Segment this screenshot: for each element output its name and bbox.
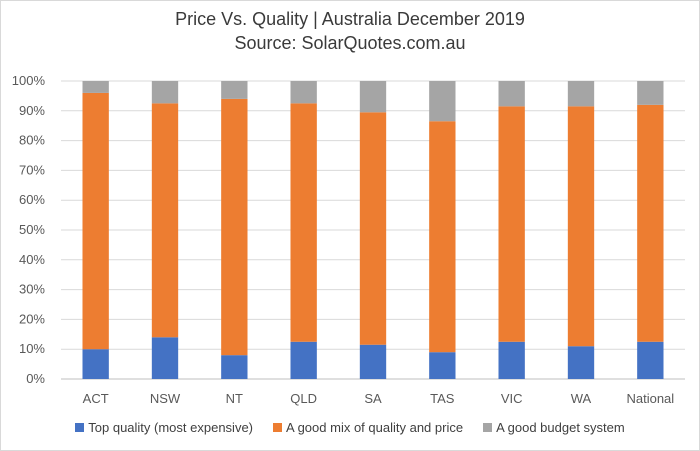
y-tick-label: 10% (19, 341, 45, 356)
bar-segment (429, 121, 456, 353)
legend-swatch-budget (483, 423, 493, 432)
y-tick-label: 100% (12, 73, 46, 88)
bar-segment (567, 81, 595, 107)
y-tick-label: 90% (19, 103, 45, 118)
bar-segment (429, 81, 456, 122)
bar-segment (359, 112, 387, 345)
bar-segment (567, 106, 595, 347)
x-tick-label: QLD (290, 391, 317, 406)
x-tick-label: WA (571, 391, 592, 406)
x-tick-label: NT (226, 391, 243, 406)
bar-segment (290, 81, 317, 104)
bar-segment (151, 103, 179, 338)
bar-segment (82, 92, 109, 350)
y-tick-label: 50% (19, 222, 45, 237)
bar-segment (498, 81, 525, 107)
bar-segment (359, 344, 387, 379)
legend-swatch-top-quality (75, 423, 85, 432)
bar-segment (637, 341, 664, 379)
x-tick-label: TAS (430, 391, 455, 406)
x-tick-label: SA (364, 391, 382, 406)
x-tick-label: ACT (83, 391, 109, 406)
y-tick-label: 40% (19, 252, 45, 267)
y-tick-label: 30% (19, 282, 45, 297)
x-tick-label: National (626, 391, 674, 406)
y-tick-label: 0% (26, 371, 45, 386)
legend-item-good-mix: A good mix of quality and price (273, 420, 463, 435)
bar-segment (290, 103, 317, 342)
y-tick-label: 20% (19, 311, 45, 326)
x-tick-label: NSW (150, 391, 181, 406)
bar-segment (498, 341, 525, 379)
bar-segment (221, 98, 248, 356)
bar-segment (567, 346, 595, 379)
legend-label-budget: A good budget system (496, 420, 625, 435)
x-tick-label: VIC (501, 391, 523, 406)
legend-label-top-quality: Top quality (most expensive) (88, 420, 254, 435)
legend-swatch-good-mix (273, 423, 283, 432)
bar-segment (359, 81, 387, 113)
bar-segment (151, 337, 179, 379)
legend-label-good-mix: A good mix of quality and price (286, 420, 464, 435)
chart-legend: Top quality (most expensive) A good mix … (1, 420, 699, 435)
bar-segment (82, 81, 109, 93)
bar-segment (82, 349, 109, 379)
legend-item-top-quality: Top quality (most expensive) (75, 420, 253, 435)
bar-segment (290, 341, 317, 379)
bar-segment (429, 352, 456, 379)
legend-item-budget: A good budget system (483, 420, 625, 435)
chart-subtitle: Source: SolarQuotes.com.au (234, 33, 466, 53)
chart-title-block: Price Vs. Quality | Australia December 2… (1, 7, 699, 55)
bar-segment (151, 81, 179, 104)
y-tick-label: 70% (19, 162, 45, 177)
bar-segment (637, 81, 664, 105)
bar-segment (221, 81, 248, 99)
bar-segment (221, 355, 248, 379)
chart-title: Price Vs. Quality | Australia December 2… (175, 9, 525, 29)
y-tick-label: 60% (19, 192, 45, 207)
bar-segment (498, 106, 525, 342)
y-tick-label: 80% (19, 133, 45, 148)
bar-segment (637, 104, 664, 342)
